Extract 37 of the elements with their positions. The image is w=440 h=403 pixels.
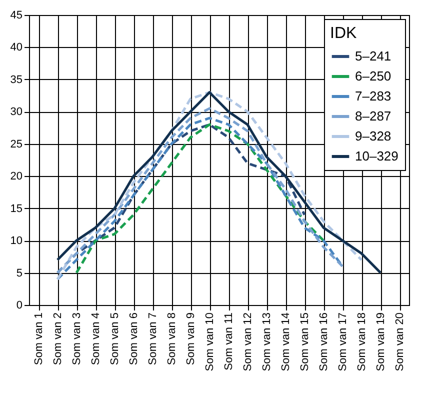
y-tick-label: 5: [16, 267, 22, 280]
x-tick-label: Som van 8: [166, 312, 178, 366]
x-tick-label: Som van 2: [52, 312, 64, 366]
x-tick-label: Som van 12: [242, 312, 254, 372]
y-tick-label: 30: [10, 106, 22, 118]
legend-label: 7–283: [355, 88, 392, 104]
x-tick-label: Som van 17: [337, 312, 349, 372]
x-tick-label: Som van 9: [185, 312, 197, 366]
y-tick-label: 35: [10, 74, 22, 86]
x-tick-label: Som van 16: [318, 312, 330, 372]
x-tick-label: Som van 19: [375, 312, 387, 372]
legend-label: 5–241: [355, 48, 392, 64]
legend-label: 9–328: [355, 128, 392, 144]
x-tick-label: Som van 11: [223, 312, 235, 370]
x-tick-label: Som van 10: [204, 312, 216, 372]
y-tick-label: 45: [10, 10, 22, 22]
legend-label: 8–287: [355, 108, 392, 124]
y-tick-label: 15: [10, 202, 22, 215]
x-tick-label: Som van 5: [109, 312, 121, 366]
y-tick-label: 0: [16, 300, 22, 312]
x-tick-label: Som van 4: [90, 312, 102, 366]
x-tick-label: Som van 3: [71, 312, 83, 366]
x-tick-label: Som van 1: [33, 312, 45, 366]
y-tick-label: 25: [10, 138, 22, 150]
legend-label: 6–250: [355, 68, 392, 84]
x-tick-label: Som van 14: [280, 312, 292, 372]
x-tick-label: Som van 20: [394, 312, 406, 372]
y-tick-label: 40: [10, 42, 22, 54]
y-tick-label: 10: [10, 235, 22, 248]
legend-title: IDK: [330, 25, 357, 42]
x-tick-label: Som van 7: [147, 312, 159, 366]
y-tick-label: 20: [10, 170, 22, 183]
x-tick-label: Som van 6: [128, 312, 140, 366]
x-tick-label: Som van 15: [299, 312, 311, 372]
x-tick-label: Som van 13: [261, 312, 273, 372]
legend-label: 10–329: [355, 148, 398, 164]
x-tick-label: Som van 18: [356, 312, 368, 372]
